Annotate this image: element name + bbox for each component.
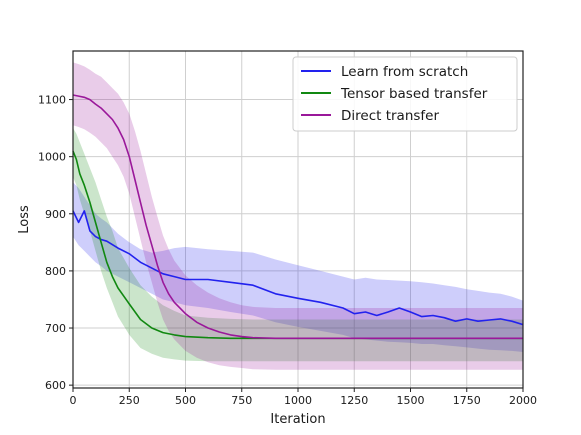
y-tick-label: 900 [45,208,66,221]
y-tick-label: 600 [45,379,66,392]
confidence-band-1 [73,182,523,352]
x-tick-label: 2000 [509,394,537,407]
confidence-band-3 [73,62,523,370]
x-tick-label: 1500 [397,394,425,407]
x-tick-label: 250 [119,394,140,407]
legend-label-3: Direct transfer [341,108,439,124]
series-line-3 [72,94,523,340]
x-tick-label: 1750 [453,394,481,407]
legend-box [292,56,518,132]
legend: Learn from scratch Tensor based transfer D… [292,56,518,132]
x-tick-label: 0 [70,394,77,407]
series-line-1 [72,210,524,326]
legend-label-2: Tensor based transfer [340,86,488,102]
x-tick-label: 750 [231,394,252,407]
x-axis-label: Iteration [270,412,325,427]
x-tick-label: 1000 [284,394,312,407]
y-axis-label: Loss [17,205,32,234]
x-tick-label: 500 [175,394,196,407]
axis-ticks: 0 250 500 750 1000 1250 1500 1750 2000 600 700 800 9… [38,94,537,407]
legend-label-1: Learn from scratch [341,64,468,80]
series-lines [72,94,524,340]
x-tick-label: 1250 [340,394,368,407]
y-tick-label: 1100 [38,94,66,107]
y-tick-label: 1000 [38,151,66,164]
y-tick-label: 800 [45,265,66,278]
y-tick-label: 700 [45,322,66,335]
